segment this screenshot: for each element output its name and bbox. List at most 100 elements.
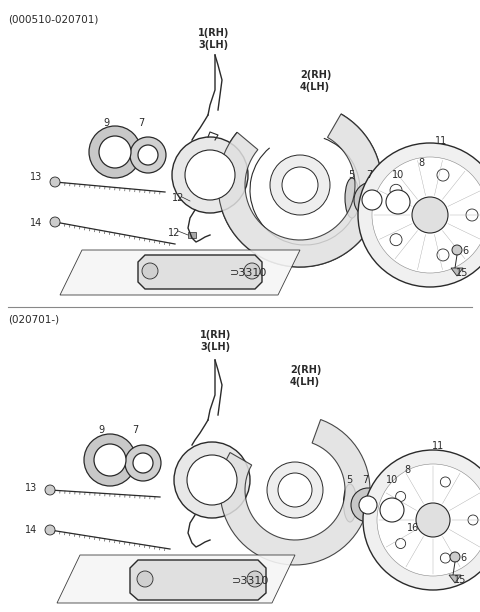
Circle shape: [378, 182, 418, 222]
Circle shape: [426, 233, 434, 241]
Text: (000510-020701): (000510-020701): [8, 14, 98, 24]
Circle shape: [420, 502, 446, 528]
Text: ⊃3310: ⊃3310: [230, 268, 267, 278]
Text: 14: 14: [30, 218, 42, 228]
Bar: [190, 198, 198, 204]
Text: 4(LH): 4(LH): [290, 377, 320, 387]
Circle shape: [354, 182, 390, 218]
Circle shape: [351, 488, 385, 522]
Circle shape: [45, 525, 55, 535]
Circle shape: [437, 169, 449, 181]
Circle shape: [395, 477, 471, 553]
Circle shape: [125, 445, 161, 481]
Circle shape: [458, 201, 466, 209]
Text: 6: 6: [460, 553, 466, 563]
Bar: [155, 260, 195, 284]
Circle shape: [187, 455, 237, 505]
Circle shape: [437, 249, 449, 261]
Circle shape: [99, 136, 131, 168]
Circle shape: [359, 496, 377, 514]
Polygon shape: [451, 268, 463, 276]
Text: 4(LH): 4(LH): [300, 82, 330, 92]
Text: 1(RH): 1(RH): [198, 28, 229, 38]
Circle shape: [45, 485, 55, 495]
Circle shape: [172, 137, 248, 213]
Circle shape: [468, 515, 478, 525]
Polygon shape: [57, 555, 295, 603]
Circle shape: [89, 126, 141, 178]
Ellipse shape: [345, 178, 359, 218]
Bar: [148, 566, 192, 592]
Circle shape: [407, 500, 417, 510]
Bar: [203, 260, 243, 284]
Circle shape: [50, 217, 60, 227]
Circle shape: [174, 442, 250, 518]
Text: 13: 13: [30, 172, 42, 182]
Text: 10: 10: [386, 475, 398, 485]
Circle shape: [386, 190, 410, 214]
Text: 5: 5: [348, 170, 354, 180]
Circle shape: [94, 444, 126, 476]
Text: (020701-): (020701-): [8, 315, 59, 325]
Circle shape: [466, 209, 478, 221]
Circle shape: [137, 571, 153, 587]
Text: 9: 9: [103, 118, 109, 128]
Circle shape: [409, 491, 457, 539]
Circle shape: [362, 190, 382, 210]
Circle shape: [404, 179, 456, 231]
Text: 11: 11: [432, 441, 444, 451]
Circle shape: [244, 263, 260, 279]
Text: 15: 15: [456, 268, 468, 278]
Polygon shape: [449, 575, 461, 583]
Circle shape: [390, 234, 402, 245]
Polygon shape: [130, 560, 266, 600]
Circle shape: [372, 157, 480, 273]
Circle shape: [396, 491, 406, 501]
Circle shape: [380, 498, 404, 522]
Circle shape: [267, 462, 323, 518]
Circle shape: [142, 263, 158, 279]
Text: 12: 12: [168, 228, 180, 238]
Circle shape: [270, 155, 330, 215]
Text: 8: 8: [404, 465, 410, 475]
Bar: [188, 232, 196, 238]
Circle shape: [247, 571, 263, 587]
Circle shape: [372, 490, 412, 530]
Text: 12: 12: [172, 193, 184, 203]
Text: 7: 7: [138, 118, 144, 128]
Circle shape: [450, 552, 460, 562]
Circle shape: [138, 145, 158, 165]
Polygon shape: [220, 419, 370, 565]
Circle shape: [429, 481, 437, 489]
Text: 7: 7: [132, 425, 138, 435]
Circle shape: [416, 191, 444, 219]
Circle shape: [185, 150, 235, 200]
Circle shape: [459, 511, 467, 519]
Circle shape: [133, 453, 153, 473]
Circle shape: [416, 503, 450, 537]
Text: 2(RH): 2(RH): [300, 70, 331, 80]
Circle shape: [426, 169, 434, 177]
Circle shape: [390, 165, 470, 245]
Text: ⊃3310: ⊃3310: [232, 576, 269, 586]
Polygon shape: [60, 250, 300, 295]
Polygon shape: [218, 114, 382, 267]
Circle shape: [377, 464, 480, 576]
Text: 2(RH): 2(RH): [290, 365, 322, 375]
Text: 11: 11: [435, 136, 447, 146]
Circle shape: [412, 197, 448, 233]
Text: 7: 7: [366, 170, 372, 180]
Circle shape: [394, 201, 402, 209]
Circle shape: [452, 245, 462, 255]
Text: 9: 9: [98, 425, 104, 435]
Text: 1(RH): 1(RH): [200, 330, 231, 340]
Circle shape: [358, 143, 480, 287]
Circle shape: [278, 473, 312, 507]
Circle shape: [390, 184, 402, 196]
Circle shape: [429, 541, 437, 549]
Text: 8: 8: [418, 158, 424, 168]
Circle shape: [363, 450, 480, 590]
Text: 15: 15: [454, 575, 467, 585]
Text: 14: 14: [25, 525, 37, 535]
Text: 6: 6: [462, 246, 468, 256]
